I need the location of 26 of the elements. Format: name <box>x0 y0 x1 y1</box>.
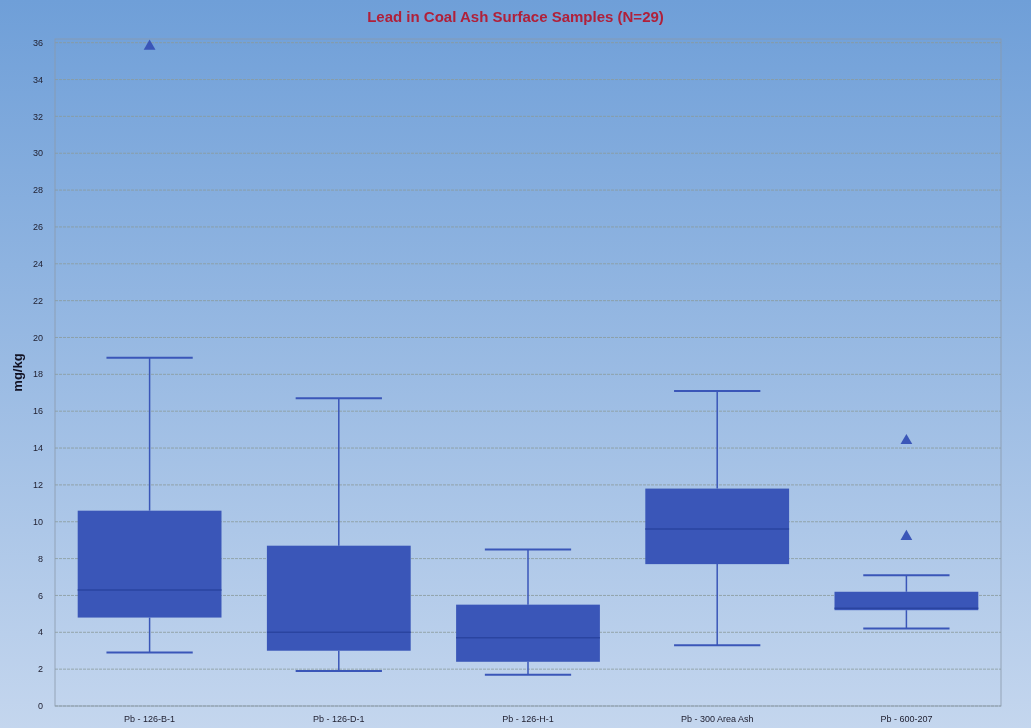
y-axis-title: mg/kg <box>10 353 25 392</box>
y-tick-label: 8 <box>37 553 43 564</box>
x-tick-label: Pb - 126-D-1 <box>313 714 365 724</box>
y-tick-label: 6 <box>37 590 43 601</box>
y-tick-label: 32 <box>32 111 43 122</box>
y-tick-label: 34 <box>32 74 43 85</box>
x-tick-label: Pb - 126-B-1 <box>124 714 176 724</box>
y-tick-label: 10 <box>32 516 43 527</box>
x-tick-label: Pb - 126-H-1 <box>502 714 554 724</box>
y-tick-label: 12 <box>32 480 43 491</box>
y-tick-label: 20 <box>32 332 43 343</box>
y-tick-label: 28 <box>32 185 43 196</box>
y-tick-label: 22 <box>32 295 43 306</box>
x-tick-label: Pb - 600-207 <box>880 714 933 724</box>
y-tick-label: 26 <box>32 222 43 233</box>
y-tick-label: 18 <box>32 369 43 380</box>
y-tick-label: 24 <box>32 258 43 269</box>
y-tick-label: 0 <box>37 701 43 712</box>
y-tick-label: 14 <box>32 443 43 454</box>
y-tick-label: 30 <box>32 148 43 159</box>
y-tick-label: 4 <box>37 627 43 638</box>
chart-title: Lead in Coal Ash Surface Samples (N=29) <box>367 8 664 25</box>
y-tick-label: 16 <box>32 406 43 417</box>
x-tick-label: Pb - 300 Area Ash <box>680 714 754 724</box>
y-tick-label: 2 <box>37 664 43 675</box>
y-tick-label: 36 <box>32 37 43 48</box>
